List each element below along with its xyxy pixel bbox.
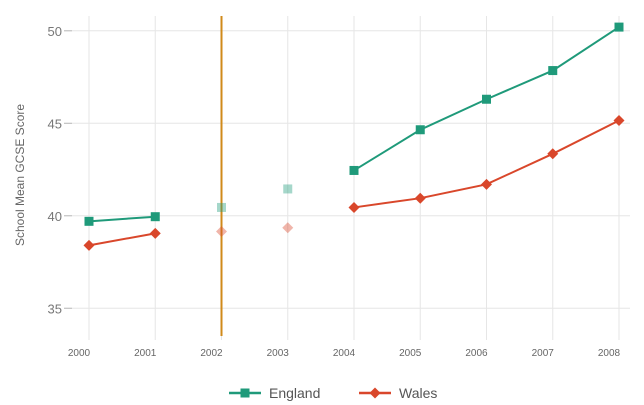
england-point <box>482 94 491 104</box>
wales-point <box>481 178 492 190</box>
wales-point <box>414 192 426 204</box>
england-point <box>548 66 558 76</box>
england-point <box>415 125 425 135</box>
y-tick-label: 40 <box>48 209 62 224</box>
series-group <box>83 22 625 251</box>
y-axis-label: School Mean GCSE Score <box>13 104 27 246</box>
y-axis: 35 40 45 50 <box>48 24 62 316</box>
legend: England Wales <box>229 385 437 401</box>
legend-swatch-marker <box>240 388 250 398</box>
wales-point <box>149 227 161 239</box>
y-tick-label: 35 <box>48 301 62 316</box>
legend-label: England <box>269 385 320 401</box>
series-wales <box>83 115 625 251</box>
england-point <box>614 22 624 32</box>
england-point <box>349 165 359 175</box>
y-tick-label: 45 <box>48 116 62 131</box>
x-tick-label: 2008 <box>598 348 621 359</box>
legend-item-wales: Wales <box>359 385 437 401</box>
wales-point <box>348 201 360 213</box>
x-tick-label: 2004 <box>333 348 356 359</box>
wales-point <box>83 239 95 251</box>
wales-point <box>216 225 227 237</box>
england-point <box>150 212 160 222</box>
x-axis: 2000 2001 2002 2003 2004 2005 2006 2007 2008 <box>68 348 621 359</box>
x-tick-label: 2005 <box>399 348 422 359</box>
x-tick-label: 2006 <box>465 348 488 359</box>
x-tick-label: 2000 <box>68 348 91 359</box>
england-line <box>88 215 156 223</box>
wales-point <box>547 148 559 160</box>
x-tick-label: 2002 <box>200 348 223 359</box>
x-tick-label: 2001 <box>134 348 157 359</box>
england-point <box>283 184 293 194</box>
legend-label: Wales <box>399 385 437 401</box>
x-tick-label: 2003 <box>267 348 290 359</box>
wales-line <box>88 232 156 247</box>
x-tick-label: 2007 <box>532 348 555 359</box>
y-tick-label: 50 <box>48 24 62 39</box>
legend-item-england: England <box>229 385 320 401</box>
england-point <box>84 216 94 226</box>
series-england <box>84 22 624 226</box>
england-point <box>217 202 226 212</box>
wales-point <box>282 222 294 234</box>
wales-point <box>613 115 625 127</box>
legend-swatch-marker <box>369 387 381 399</box>
grid <box>64 16 630 340</box>
